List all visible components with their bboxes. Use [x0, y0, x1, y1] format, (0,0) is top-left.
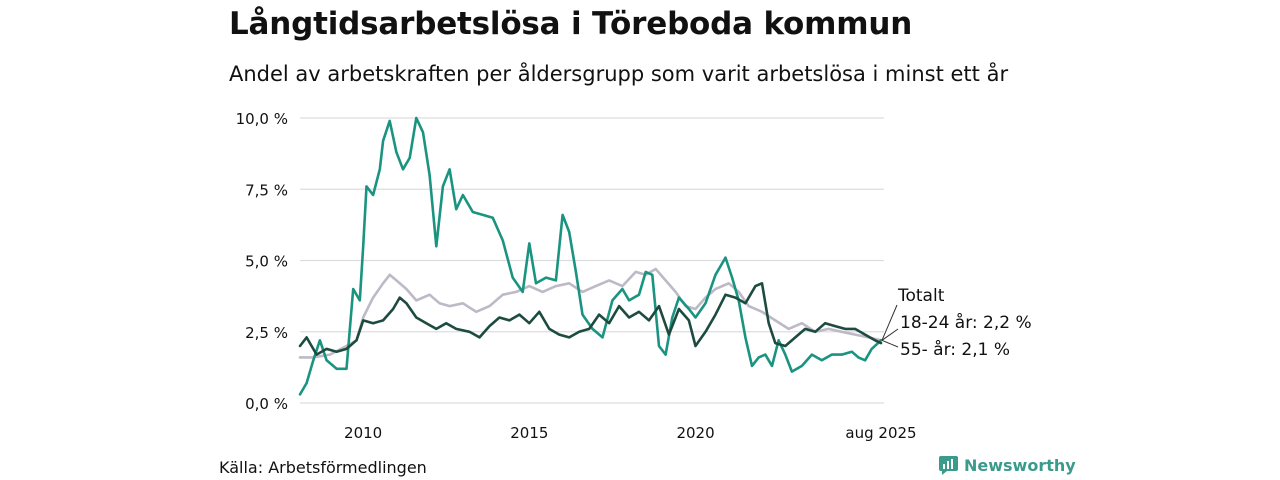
y-tick-label: 10,0 %: [236, 110, 288, 128]
x-tick-label: 2010: [344, 424, 382, 442]
y-tick-label: 0,0 %: [245, 395, 288, 413]
series-lines: [298, 116, 883, 396]
y-tick-label: 7,5 %: [245, 181, 288, 199]
brand-logo: Newsworthy: [939, 456, 1076, 475]
x-axis: 2010 2015 2020 aug 2025: [344, 424, 917, 442]
leader-line: [881, 304, 898, 341]
x-tick-label: 2020: [676, 424, 714, 442]
label-55: 55- år: 2,1 %: [900, 339, 1010, 360]
leader-line: [881, 328, 899, 341]
end-labels: Totalt 18-24 år: 2,2 % 55- år: 2,1 %: [881, 286, 1032, 360]
chart-subtitle: Andel av arbetskraften per åldersgrupp s…: [229, 62, 1009, 86]
x-tick-label: 2015: [510, 424, 548, 442]
source-note: Källa: Arbetsförmedlingen: [219, 458, 427, 477]
series-line-age-55: [298, 282, 883, 356]
chart-title: Långtidsarbetslösa i Töreboda kommun: [229, 6, 913, 42]
series-line-total: [298, 267, 883, 359]
leader-line: [881, 339, 899, 348]
gridlines: [300, 117, 884, 404]
label-total: Totalt: [897, 286, 945, 306]
y-axis: 0,0 % 2,5 % 5,0 % 7,5 % 10,0 %: [236, 110, 288, 413]
x-tick-label: aug 2025: [845, 424, 916, 442]
y-tick-label: 2,5 %: [245, 324, 288, 342]
label-18-24: 18-24 år: 2,2 %: [900, 312, 1032, 333]
newsworthy-logo-icon: [939, 456, 958, 475]
y-tick-label: 5,0 %: [245, 253, 288, 271]
series-line-age-18-24: [298, 116, 883, 396]
brand-name: Newsworthy: [964, 456, 1076, 475]
